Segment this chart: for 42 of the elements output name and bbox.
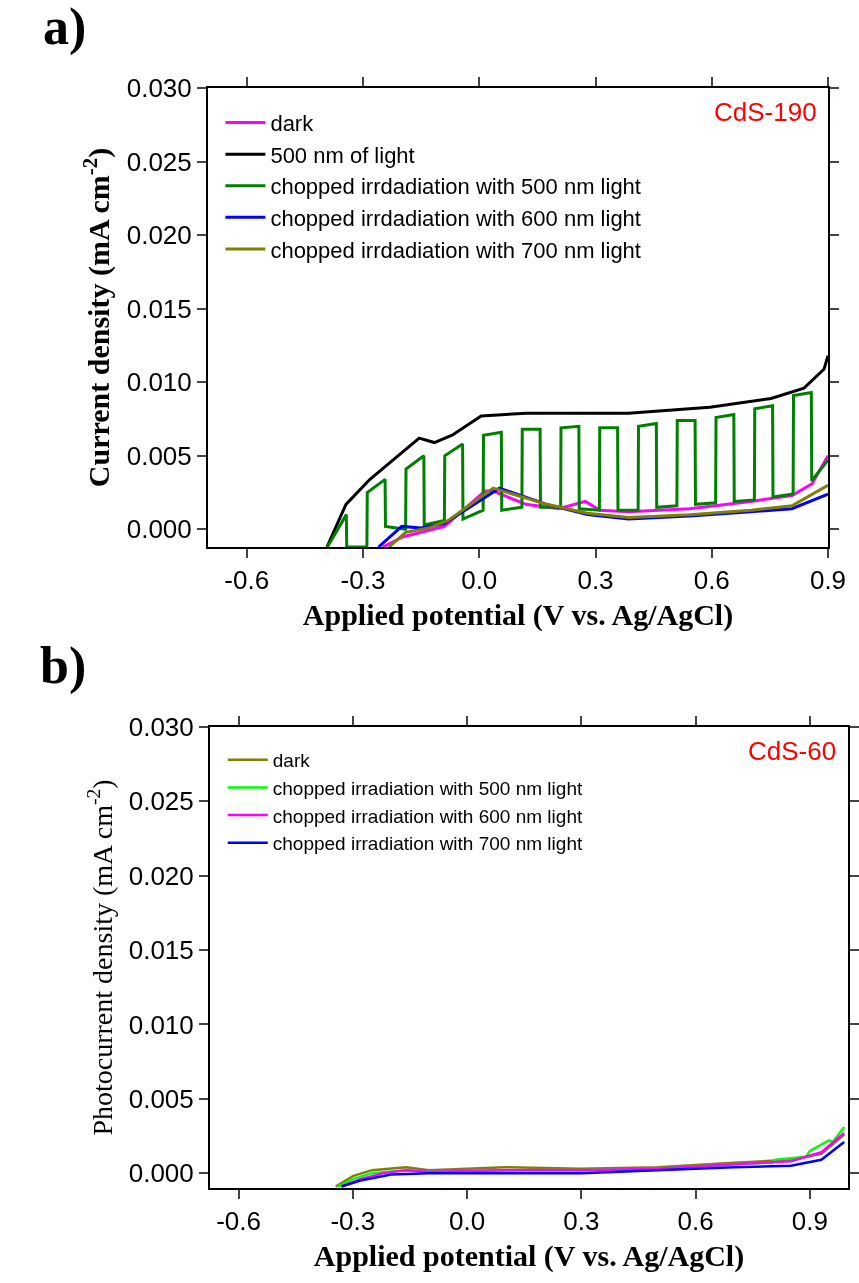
legend-label: dark: [270, 111, 315, 137]
x-tick-label: 0.9: [791, 1206, 828, 1237]
y-tick-label: 0.010: [126, 367, 192, 398]
y-tick-label: 0.005: [126, 440, 192, 471]
legend-label: dark: [272, 750, 311, 772]
x-tick-label: -0.6: [216, 1206, 261, 1237]
y-tick-label: 0.025: [126, 146, 192, 177]
y-tick-label: 0.010: [128, 1009, 194, 1040]
legend-label: 500 nm of light: [270, 142, 415, 168]
text: a): [43, 0, 87, 56]
x-tick-label: -0.3: [340, 565, 386, 596]
x-axis-title: Applied potential (V vs. Ag/AgCl): [313, 1239, 745, 1274]
text: b): [40, 637, 87, 695]
x-tick-label: 0.9: [809, 565, 847, 596]
x-axis-title: Applied potential (V vs. Ag/AgCl): [302, 598, 734, 633]
x-tick-label: -0.3: [330, 1206, 376, 1237]
legend-label: chopped irrdadiation with 700 nm light: [270, 237, 641, 263]
x-tick-label: 0.0: [449, 1206, 486, 1237]
legend-label: chopped irrdadiation with 500 nm light: [270, 174, 641, 200]
y-tick-label: 0.005: [128, 1083, 194, 1114]
x-tick-label: -0.6: [224, 565, 270, 596]
y-tick-label: 0.020: [128, 860, 194, 891]
y-tick-label: 0.000: [128, 1158, 194, 1189]
x-tick-label: 0.3: [577, 565, 614, 596]
annotation: CdS-190: [714, 97, 817, 127]
y-tick-label: 0.015: [128, 935, 194, 966]
x-tick-label: 0.6: [693, 565, 730, 596]
y-tick-label: 0.020: [126, 220, 192, 251]
legend-label: chopped irradiation with 600 nm light: [272, 805, 583, 827]
annotation: CdS-60: [748, 736, 837, 766]
legend-label: chopped irradiation with 700 nm light: [272, 833, 583, 855]
legend-label: chopped irrdadiation with 600 nm light: [270, 205, 641, 231]
legend-label: chopped irradiation with 500 nm light: [272, 777, 583, 799]
x-tick-label: 0.3: [563, 1206, 600, 1237]
y-tick-label: 0.030: [126, 73, 192, 104]
y-tick-label: 0.030: [128, 712, 194, 743]
y-tick-label: 0.000: [126, 514, 192, 545]
x-tick-label: 0.0: [461, 565, 498, 596]
y-tick-label: 0.025: [128, 786, 194, 817]
x-tick-label: 0.6: [677, 1206, 714, 1237]
y-tick-label: 0.015: [126, 293, 192, 324]
line-series: [325, 391, 828, 547]
